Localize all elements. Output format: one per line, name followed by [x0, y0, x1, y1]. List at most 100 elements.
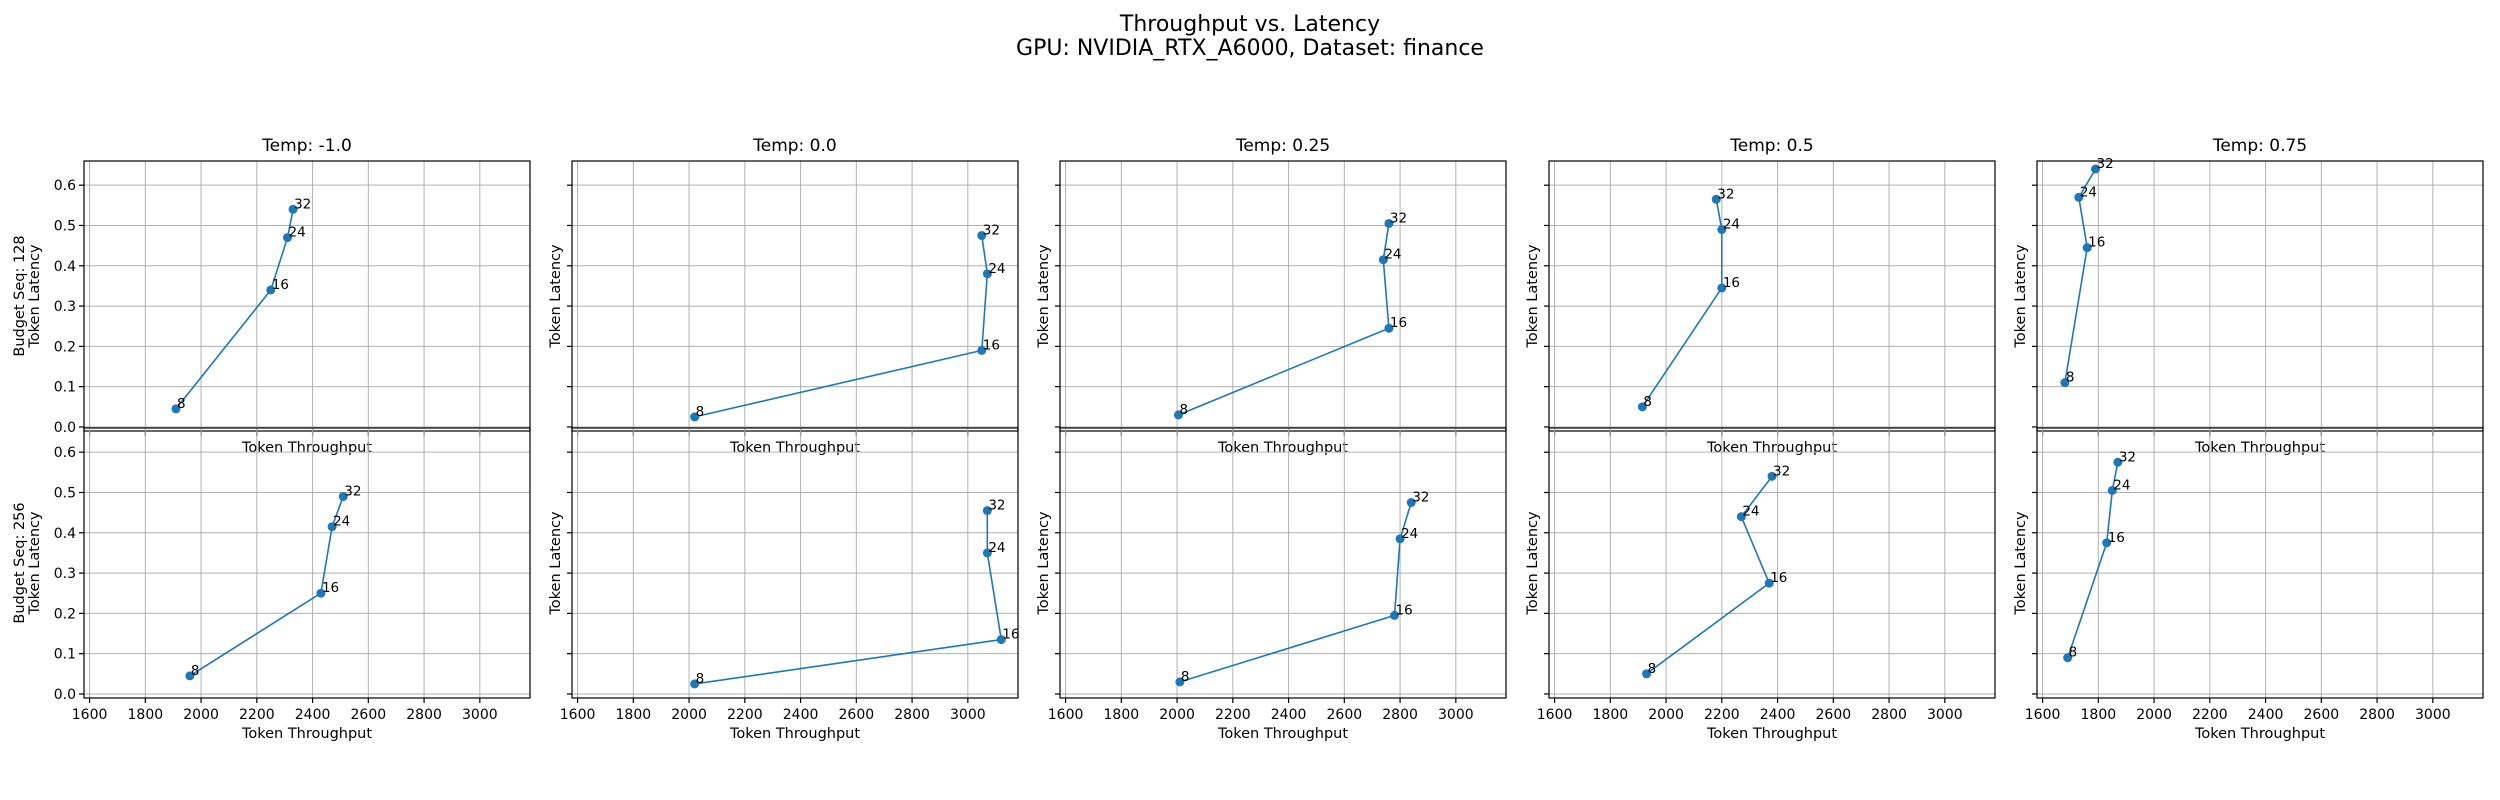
data-point-label: 32: [1773, 463, 1790, 479]
figure-title-line-2: GPU: NVIDIA_RTX_A6000, Dataset: finance: [1016, 36, 1484, 61]
data-point: [982, 269, 992, 279]
x-tick-label: 2400: [783, 707, 819, 723]
x-tick-label: 3000: [1927, 707, 1963, 723]
subplot-r0-c2: Temp: 0.25 Token Throughput Token Latency 8…: [1036, 136, 1507, 456]
x-tick-label: 2400: [2248, 707, 2284, 723]
data-point: [288, 204, 298, 214]
y-axis-label: Token Latency: [1036, 244, 1052, 349]
y-tick-label: 0.2: [54, 606, 76, 622]
data-point: [2102, 538, 2112, 548]
y-axis-label: Token Latency: [2013, 244, 2029, 349]
data-point-label: 24: [333, 514, 350, 530]
x-tick-label: 2600: [1816, 707, 1852, 723]
figure-title-line-1: Throughput vs. Latency: [1119, 12, 1380, 37]
plot-frame: [1059, 160, 1507, 432]
y-tick-label: 0.6: [54, 445, 76, 461]
x-tick-label: 2200: [239, 707, 275, 723]
data-point-label: 32: [1390, 210, 1407, 226]
y-tick-label: 0.1: [54, 380, 76, 396]
x-tick-label: 1800: [616, 707, 652, 723]
data-point-label: 8: [696, 671, 705, 687]
x-axis-label: Token Throughput: [1706, 726, 1837, 742]
subplot-title: Temp: -1.0: [261, 136, 352, 156]
x-tick-label: 3000: [2415, 707, 2451, 723]
x-tick-label: 1800: [1104, 707, 1140, 723]
y-tick-label: 0.3: [54, 566, 76, 582]
data-point-label: 32: [1412, 490, 1429, 506]
data-point-label: 16: [1396, 602, 1413, 618]
data-point-label: 16: [322, 580, 339, 596]
data-point: [2060, 378, 2070, 388]
x-tick-label: 2600: [1327, 707, 1363, 723]
plot-frame: [83, 427, 531, 699]
y-tick-label: 0.3: [54, 299, 76, 315]
data-point: [690, 679, 700, 689]
y-tick-label: 0.4: [54, 526, 76, 542]
subplot-grid: 0.0 0.1 0.2 0.3 0.4 0.5 0.6 Temp: -1.0 Token Thr…: [12, 136, 2484, 742]
y-axis-label: Token Latency: [27, 244, 43, 349]
data-point: [2082, 243, 2092, 253]
plot-frame: [1548, 160, 1996, 432]
data-point: [2074, 192, 2084, 202]
data-point: [2113, 457, 2123, 467]
data-point: [1642, 669, 1652, 679]
data-point: [1764, 578, 1774, 588]
y-tick-label: 0.6: [54, 178, 76, 194]
series-line: [189, 496, 344, 677]
data-point-label: 32: [294, 196, 311, 212]
subplot-r1-c4: 1600 1800 2000 2200 2400 2600 2800 3000 Token Th…: [2013, 427, 2484, 742]
data-point-label: 24: [288, 225, 305, 241]
x-tick-label: 2400: [295, 707, 331, 723]
data-point-label: 16: [2108, 530, 2125, 546]
data-point: [338, 492, 348, 502]
data-point-label: 8: [696, 404, 705, 420]
data-point: [1406, 498, 1416, 508]
x-tick-label: 1800: [128, 707, 164, 723]
subplot-title: Temp: 0.75: [2212, 136, 2307, 156]
plot-frame: [1548, 427, 1996, 699]
data-point-label: 24: [1384, 247, 1401, 263]
data-point: [316, 588, 326, 598]
x-tick-label: 1600: [560, 707, 596, 723]
data-point: [1637, 402, 1647, 412]
x-tick-label: 2600: [839, 707, 875, 723]
data-point-label: 8: [1179, 402, 1188, 418]
data-point-label: 16: [1390, 315, 1407, 331]
y-tick-label: 0.5: [54, 218, 76, 234]
plot-frame: [2036, 160, 2484, 432]
x-tick-label: 2800: [1382, 707, 1418, 723]
x-tick-label: 3000: [462, 707, 498, 723]
data-point-label: 24: [988, 261, 1005, 277]
data-point-label: 24: [988, 540, 1005, 556]
data-point-label: 8: [1181, 669, 1190, 685]
x-tick-label: 1800: [2081, 707, 2117, 723]
data-point: [1384, 323, 1394, 333]
data-point-label: 24: [2080, 184, 2097, 200]
data-point: [1173, 410, 1183, 420]
data-point: [1384, 218, 1394, 228]
x-tick-label: 2400: [1760, 707, 1796, 723]
x-tick-label: 2200: [727, 707, 763, 723]
x-tick-label: 2200: [1215, 707, 1251, 723]
data-point-label: 16: [2088, 235, 2105, 251]
subplot-r0-c0: 0.0 0.1 0.2 0.3 0.4 0.5 0.6 Temp: -1.0 Token Thr…: [12, 136, 531, 456]
x-tick-label: 1800: [1593, 707, 1629, 723]
data-point-label: 16: [1723, 275, 1740, 291]
y-tick-label: 0.2: [54, 339, 76, 355]
data-point-label: 32: [988, 498, 1005, 514]
x-axis-label: Token Throughput: [1706, 440, 1837, 456]
x-axis-label: Token Throughput: [241, 440, 372, 456]
plot-frame: [83, 160, 531, 432]
x-tick-label: 2000: [1159, 707, 1195, 723]
subplot-r0-c1: Temp: 0.0 Token Throughput Token Latency 8 1…: [548, 136, 1019, 456]
data-point: [1717, 225, 1727, 235]
data-point-label: 16: [272, 277, 289, 293]
x-axis-label: Token Throughput: [1217, 440, 1348, 456]
data-point-label: 8: [191, 663, 200, 679]
x-tick-label: 2000: [183, 707, 219, 723]
x-tick-label: 2000: [671, 707, 707, 723]
x-axis-label: Token Throughput: [729, 440, 860, 456]
data-point: [171, 404, 181, 414]
x-axis-label: Token Throughput: [1217, 726, 1348, 742]
data-point-label: 32: [2097, 156, 2114, 172]
